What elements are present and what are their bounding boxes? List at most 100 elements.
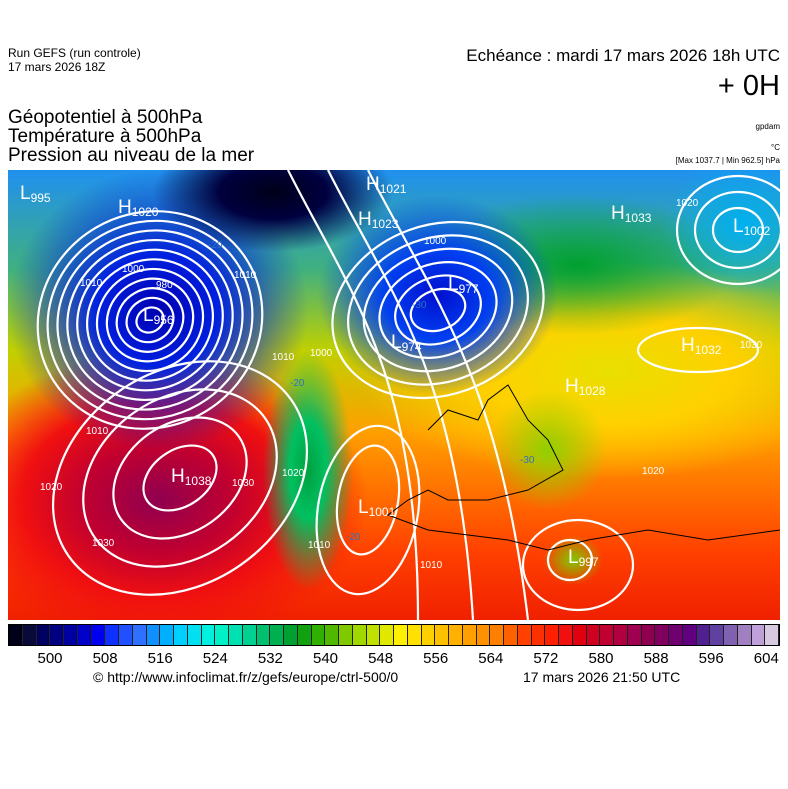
isobar-line bbox=[56, 229, 244, 411]
colorbar-swatch bbox=[559, 625, 573, 645]
colorbar-swatch bbox=[765, 625, 779, 645]
pressure-center-type: H bbox=[118, 197, 132, 218]
colorbar-swatch bbox=[586, 625, 601, 645]
pressure-center-type: H bbox=[366, 174, 380, 195]
colorbar-swatch bbox=[627, 625, 642, 645]
colorbar-swatch bbox=[407, 625, 422, 645]
colorbar-swatch bbox=[256, 625, 271, 645]
isobar-line bbox=[335, 444, 401, 556]
colorbar-swatch bbox=[380, 625, 394, 645]
colorbar-swatch bbox=[242, 625, 257, 645]
colorbar-swatch bbox=[476, 625, 491, 645]
isobar-label: 1010 bbox=[420, 560, 443, 571]
colorbar-label: 508 bbox=[92, 650, 118, 667]
pressure-center-type: L bbox=[391, 332, 402, 353]
title-temperature: Température à 500hPa bbox=[8, 126, 202, 147]
pressure-center-value: 995 bbox=[30, 191, 51, 205]
isobar-label: 1010 bbox=[80, 278, 103, 289]
colorbar-swatch bbox=[655, 625, 669, 645]
high-pressure-center: H1020 bbox=[118, 198, 158, 222]
colorbar-label: 556 bbox=[423, 650, 449, 667]
unit-temperature: °C bbox=[771, 143, 780, 152]
isobar-label: 1020 bbox=[40, 482, 63, 493]
copyright-url: © http://www.infoclimat.fr/z/gefs/europe… bbox=[93, 669, 399, 685]
colorbar-swatch bbox=[132, 625, 147, 645]
colorbar-label: 588 bbox=[643, 650, 669, 667]
low-pressure-center: L1001 bbox=[358, 498, 395, 522]
isobar-line bbox=[675, 174, 780, 286]
colorbar-swatch bbox=[421, 625, 436, 645]
colorbar-swatch bbox=[325, 625, 339, 645]
isotherm-label: -20 bbox=[208, 240, 223, 251]
pressure-center-value: 1002 bbox=[743, 224, 771, 238]
run-info: Run GEFS (run controle) 17 mars 2026 18Z bbox=[8, 46, 141, 74]
map-titles: Géopotentiel à 500hPa Température à 500h… bbox=[8, 108, 254, 165]
colorbar-swatch bbox=[366, 625, 381, 645]
isobar-label: 1030 bbox=[740, 340, 763, 351]
isobar-line bbox=[327, 170, 475, 620]
coastline bbox=[386, 384, 780, 551]
isobar-line bbox=[693, 190, 780, 270]
colorbar-swatch bbox=[572, 625, 587, 645]
low-pressure-center: L997 bbox=[568, 548, 599, 572]
isobar-line bbox=[711, 206, 765, 254]
isobar-label: 1020 bbox=[282, 468, 305, 479]
pressure-center-type: L bbox=[20, 183, 31, 204]
isotherm-label: -20 bbox=[346, 532, 361, 543]
isotherm-label: -30 bbox=[520, 455, 535, 466]
isobar-label: 1000 bbox=[310, 348, 333, 359]
high-pressure-center: H1038 bbox=[171, 467, 211, 491]
isobar-line bbox=[409, 287, 467, 333]
isobar-line bbox=[546, 538, 594, 582]
colorbar-swatch bbox=[9, 625, 23, 645]
colorbar-swatch bbox=[339, 625, 353, 645]
pressure-center-type: L bbox=[358, 497, 369, 518]
colorbar-swatch bbox=[517, 625, 532, 645]
isobar-label: 980 bbox=[156, 280, 173, 291]
pressure-center-type: H bbox=[611, 203, 625, 224]
isobar-line bbox=[105, 277, 195, 363]
colorbar-swatch bbox=[504, 625, 518, 645]
pressure-center-value: 1001 bbox=[368, 505, 396, 519]
lead-time: + 0H bbox=[717, 70, 780, 102]
pressure-center-type: H bbox=[358, 209, 372, 230]
colorbar-label: 564 bbox=[478, 650, 504, 667]
low-pressure-center: L995 bbox=[20, 184, 51, 208]
colorbar-swatch bbox=[710, 625, 724, 645]
isobar-line bbox=[82, 388, 278, 568]
colorbar-label: 572 bbox=[533, 650, 559, 667]
isobar-label: 1020 bbox=[676, 198, 699, 209]
colorbar-swatch bbox=[490, 625, 504, 645]
colorbar-swatch bbox=[36, 625, 51, 645]
colorbar-swatch bbox=[751, 625, 766, 645]
isobar-line bbox=[125, 296, 175, 344]
colorbar-swatch bbox=[394, 625, 408, 645]
high-pressure-center: H1033 bbox=[611, 204, 651, 228]
colorbar-swatch bbox=[641, 625, 656, 645]
colorbar-swatch bbox=[201, 625, 216, 645]
colorbar-swatch bbox=[146, 625, 161, 645]
isobar-label: 1020 bbox=[642, 466, 665, 477]
colorbar-swatch bbox=[64, 625, 78, 645]
pressure-center-value: 1032 bbox=[694, 343, 722, 357]
pressure-center-value: 1020 bbox=[131, 205, 159, 219]
isobar-line bbox=[521, 518, 635, 612]
isobar-line bbox=[76, 248, 224, 392]
title-pressure: Pression au niveau de la mer bbox=[8, 145, 255, 166]
low-pressure-center: L974 bbox=[391, 333, 422, 357]
isobar-line bbox=[315, 424, 421, 596]
high-pressure-center: H1028 bbox=[565, 377, 605, 401]
low-pressure-center: L956 bbox=[143, 306, 174, 330]
colorbar-swatch bbox=[229, 625, 243, 645]
colorbar-swatch bbox=[187, 625, 202, 645]
low-pressure-center: L1002 bbox=[733, 217, 770, 241]
isobar-line bbox=[362, 247, 514, 373]
isobar-line bbox=[287, 170, 420, 620]
isobar-label: 1000 bbox=[122, 264, 145, 275]
colorbar-swatch bbox=[50, 625, 64, 645]
run-model: Run GEFS (run controle) bbox=[8, 46, 141, 60]
colorbar-swatch bbox=[22, 625, 37, 645]
generated-time: 17 mars 2026 21:50 UTC bbox=[523, 669, 681, 685]
colorbar-swatch bbox=[91, 625, 106, 645]
isobar-label: 1000 bbox=[424, 236, 447, 247]
